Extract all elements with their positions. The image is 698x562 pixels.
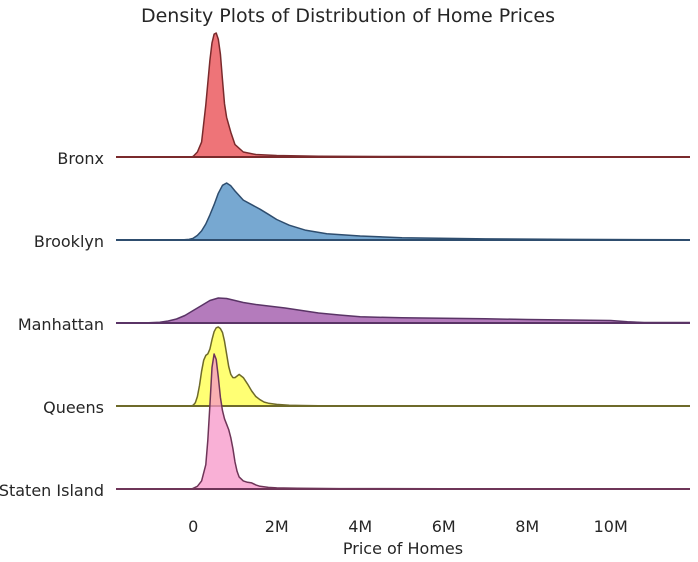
density-line [116,32,690,158]
density-line [116,182,691,241]
x-axis-label: Price of Homes [343,539,463,558]
x-tick-label: 0 [188,517,198,536]
ridge-staten-island: Staten Island [0,353,691,500]
x-tick-label: 4M [348,517,372,536]
ridge-label: Manhattan [18,315,104,334]
density-line [116,297,690,324]
ridge-queens: Queens [43,326,690,417]
x-tick-label: 2M [265,517,289,536]
x-tick-label: 8M [515,517,539,536]
x-tick-label: 6M [432,517,456,536]
ridge-label: Staten Island [0,481,104,500]
density-line [116,326,690,407]
ridge-bronx: Bronx [57,32,690,168]
density-area [116,183,690,240]
ridge-manhattan: Manhattan [18,297,690,334]
ridge-label: Bronx [57,149,104,168]
chart-title: Density Plots of Distribution of Home Pr… [141,5,555,27]
ridge-label: Brooklyn [34,232,104,251]
ridge-label: Queens [43,398,104,417]
density-line [116,353,691,490]
density-area [116,298,690,323]
x-tick-label: 10M [594,517,628,536]
ridge-brooklyn: Brooklyn [34,182,691,251]
